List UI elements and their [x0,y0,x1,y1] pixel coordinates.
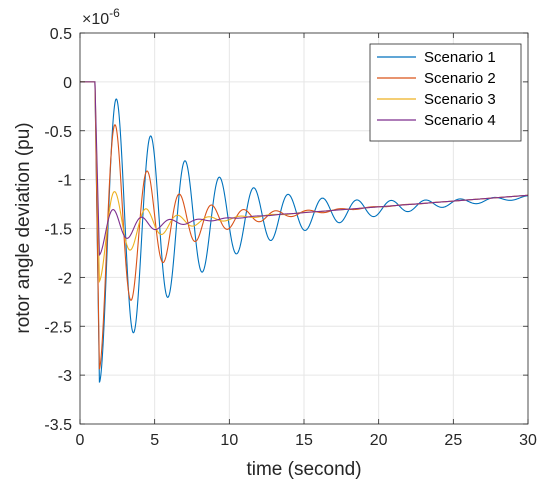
legend-box [369,43,522,142]
legend-label-3: Scenario 3 [424,91,496,108]
x-axis-title: time (second) [246,459,361,480]
y-tick-label: -2 [58,270,72,287]
x-tick-label: 0 [76,432,85,449]
series-line-4 [80,81,529,257]
x-tick-label: 30 [519,432,537,449]
y-tick-label: 0 [63,75,72,92]
x-tick-label: 10 [220,432,238,449]
legend-label-4: Scenario 4 [424,112,496,129]
y-tick-label: -1 [58,173,72,190]
series-layer [80,81,529,383]
x-tick-label: 5 [150,432,159,449]
y-tick-label: -3.5 [44,417,72,434]
x-tick-label: 15 [295,432,313,449]
legend: Scenario 1 Scenario 2 Scenario 3 Scenario 4 [369,43,522,142]
exponent-label: ×10-6 [82,6,120,28]
y-tick-label: -1.5 [44,222,72,239]
y-tick-label: -3 [58,368,72,385]
y-tick-label: 0.5 [50,26,72,43]
exponent-base: ×10 [82,11,109,28]
legend-label-2: Scenario 2 [424,70,496,87]
ticks: 0 5 10 15 20 25 30 0.5 0 -0.5 -1 -1.5 -2 -2.5 -3 -3.5 [44,26,537,449]
x-tick-label: 20 [370,432,388,449]
y-tick-label: -2.5 [44,319,72,336]
y-axis-title: rotor angle deviation (pu) [13,122,34,333]
y-tick-label: -0.5 [44,124,72,141]
legend-label-1: Scenario 1 [424,49,496,66]
x-tick-label: 25 [444,432,462,449]
exponent-power: -6 [109,6,120,20]
